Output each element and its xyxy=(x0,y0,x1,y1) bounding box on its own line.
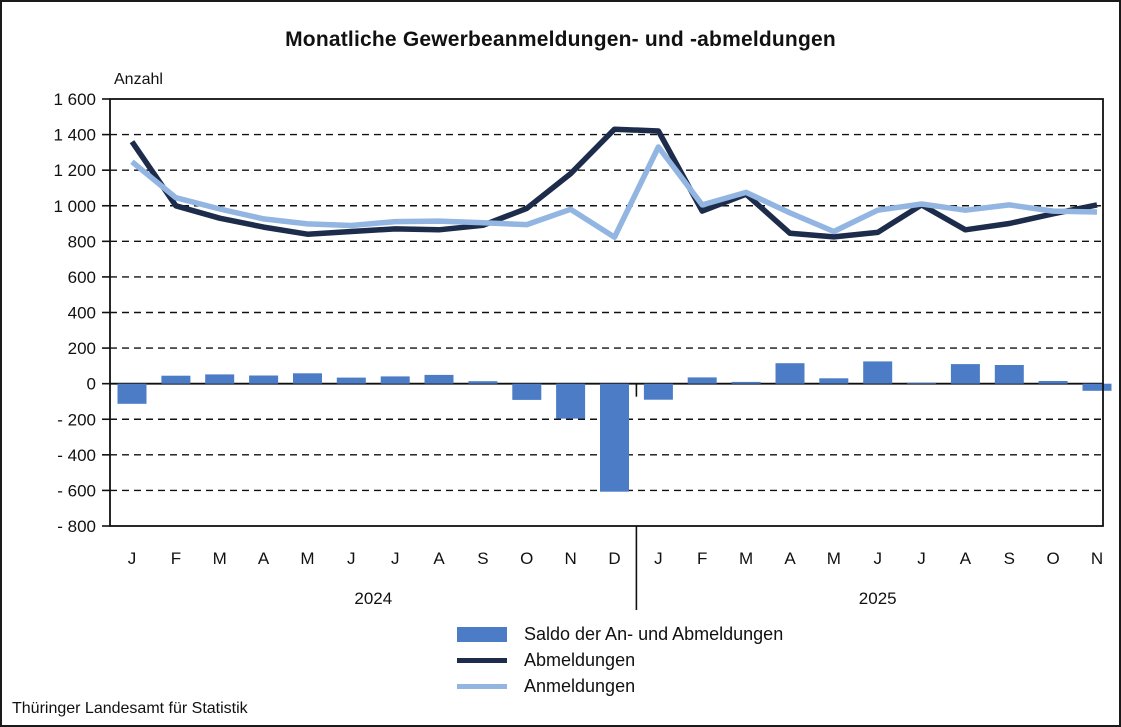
svg-text:1 600: 1 600 xyxy=(53,90,96,109)
svg-text:M: M xyxy=(300,549,314,568)
svg-text:O: O xyxy=(520,549,533,568)
svg-text:D: D xyxy=(608,549,620,568)
abmeldungen-line xyxy=(129,126,1098,240)
svg-text:- 200: - 200 xyxy=(57,410,96,429)
anmeldungen-line-swatch xyxy=(457,683,507,689)
svg-text:J: J xyxy=(128,549,137,568)
svg-text:- 800: - 800 xyxy=(57,517,96,536)
y-axis-unit-label: Anzahl xyxy=(114,71,163,88)
legend-label-abmeldungen: Abmeldungen xyxy=(524,649,636,670)
svg-text:J: J xyxy=(917,549,926,568)
svg-text:A: A xyxy=(433,549,445,568)
chart-title: Monatliche Gewerbeanmeldungen- und -abme… xyxy=(285,28,836,51)
svg-text:600: 600 xyxy=(68,268,96,287)
svg-text:200: 200 xyxy=(68,339,96,358)
legend-label-anmeldungen: Anmeldungen xyxy=(524,675,636,696)
svg-text:- 400: - 400 xyxy=(57,446,96,465)
svg-text:1 400: 1 400 xyxy=(53,126,96,145)
svg-text:S: S xyxy=(477,549,488,568)
svg-text:A: A xyxy=(960,549,972,568)
anmeldungen-line xyxy=(130,144,1098,240)
legend-row-saldo: Saldo der An- und Abmeldungen xyxy=(457,621,783,647)
svg-text:800: 800 xyxy=(68,232,96,251)
svg-text:F: F xyxy=(171,549,181,568)
abmeldungen-line-swatch xyxy=(457,657,507,663)
chart-plot-area: 1 600 1 400 1 200 1 000 800 600 400 200 0 - 200 - … xyxy=(53,90,1112,610)
svg-text:M: M xyxy=(827,549,841,568)
y-axis-labels: 1 600 1 400 1 200 1 000 800 600 400 200 0 - 200 - … xyxy=(53,90,96,536)
saldo-bar-swatch xyxy=(457,626,507,642)
y-axis-ticks xyxy=(102,98,110,527)
saldo-bars xyxy=(117,361,1112,492)
svg-text:2025: 2025 xyxy=(859,589,897,608)
svg-text:J: J xyxy=(654,549,663,568)
svg-text:S: S xyxy=(1004,549,1015,568)
svg-text:M: M xyxy=(739,549,753,568)
svg-text:0: 0 xyxy=(87,375,96,394)
svg-text:F: F xyxy=(697,549,707,568)
legend-row-abmeldungen: Abmeldungen xyxy=(457,647,783,673)
svg-text:O: O xyxy=(1046,549,1059,568)
svg-text:J: J xyxy=(347,549,356,568)
legend: Saldo der An- und Abmeldungen Abmeldunge… xyxy=(457,621,783,699)
svg-text:2024: 2024 xyxy=(354,589,392,608)
legend-row-anmeldungen: Anmeldungen xyxy=(457,673,783,699)
svg-text:400: 400 xyxy=(68,304,96,323)
svg-text:J: J xyxy=(391,549,400,568)
year-labels: 2024 2025 xyxy=(354,589,896,608)
svg-text:N: N xyxy=(564,549,576,568)
plot-frame xyxy=(109,98,1104,527)
svg-text:A: A xyxy=(258,549,270,568)
svg-text:M: M xyxy=(213,549,227,568)
source-attribution: Thüringer Landesamt für Statistik xyxy=(12,700,248,717)
svg-text:1 000: 1 000 xyxy=(53,197,96,216)
svg-text:1 200: 1 200 xyxy=(53,161,96,180)
svg-text:- 600: - 600 xyxy=(57,481,96,500)
svg-text:J: J xyxy=(873,549,882,568)
svg-text:A: A xyxy=(784,549,796,568)
legend-label-saldo: Saldo der An- und Abmeldungen xyxy=(524,623,784,644)
svg-text:N: N xyxy=(1091,549,1103,568)
